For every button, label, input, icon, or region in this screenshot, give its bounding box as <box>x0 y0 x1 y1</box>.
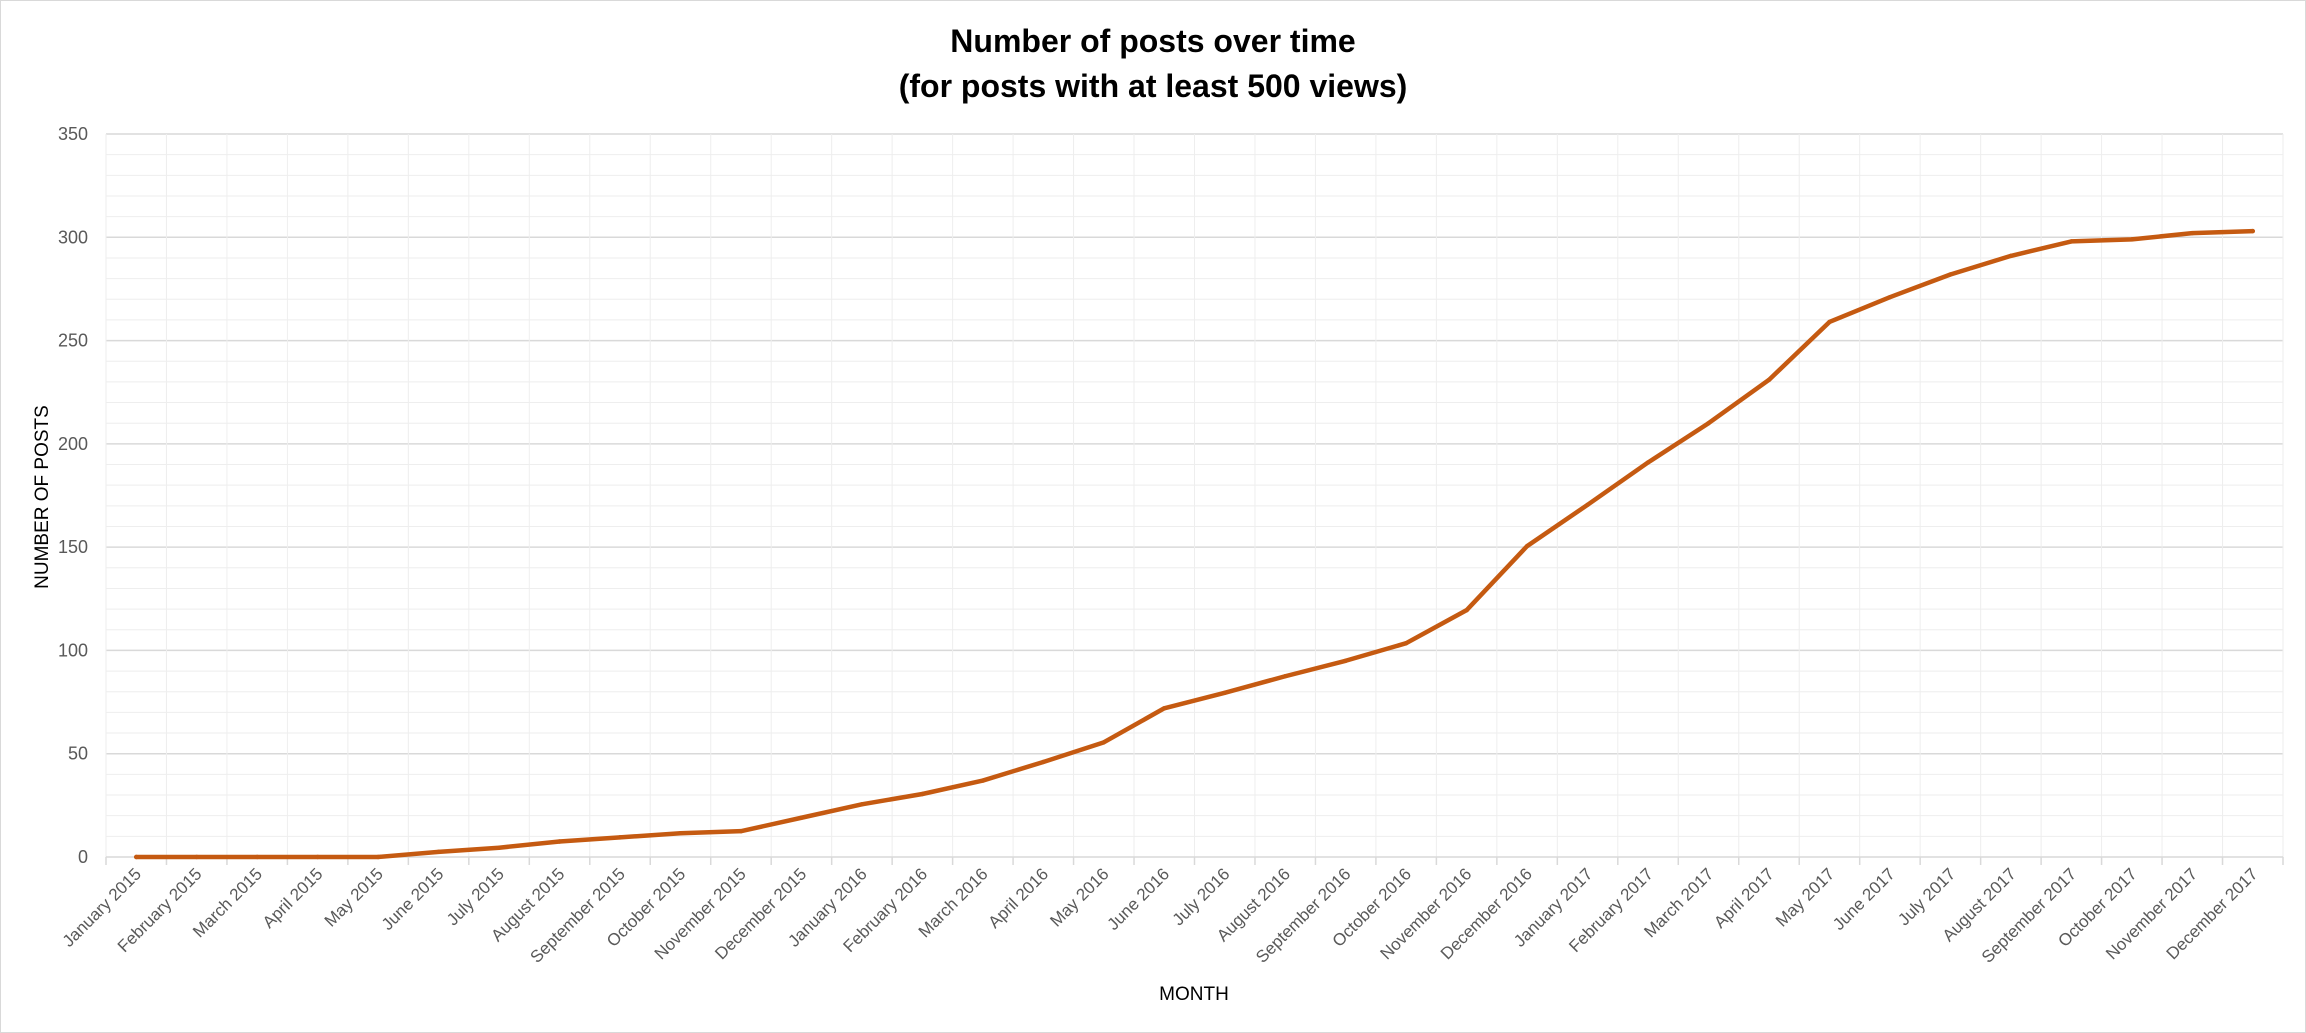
y-tick-label: 350 <box>58 124 88 144</box>
data-point <box>497 846 501 850</box>
data-point <box>678 831 682 835</box>
y-tick-label: 50 <box>68 744 88 764</box>
data-point <box>1767 378 1771 382</box>
data-point <box>376 855 380 859</box>
data-point <box>2251 229 2255 233</box>
data-point <box>1102 740 1106 744</box>
data-point <box>1585 503 1589 507</box>
data-point <box>255 855 259 859</box>
data-point <box>1888 295 1892 299</box>
y-tick-label: 300 <box>58 227 88 247</box>
y-tick-label: 150 <box>58 537 88 557</box>
x-tick-label: June 2017 <box>1829 864 1899 934</box>
y-tick-label: 200 <box>58 434 88 454</box>
data-point <box>557 839 561 843</box>
data-point <box>1041 760 1045 764</box>
data-point <box>1948 272 1952 276</box>
x-tick-label: June 2016 <box>1104 864 1174 934</box>
data-point <box>981 778 985 782</box>
chart-title-line-2: (for posts with at least 500 views) <box>899 68 1408 104</box>
x-tick-label: June 2015 <box>378 864 448 934</box>
data-point <box>1706 421 1710 425</box>
data-point <box>920 792 924 796</box>
chart-title-line-1: Number of posts over time <box>950 23 1355 59</box>
data-point <box>1646 460 1650 464</box>
data-point <box>2130 237 2134 241</box>
y-tick-label: 100 <box>58 640 88 660</box>
x-axis-tick-marks <box>106 857 2283 865</box>
data-point <box>195 855 199 859</box>
x-tick-label: April 2015 <box>259 864 327 932</box>
data-point <box>436 850 440 854</box>
data-point <box>315 855 319 859</box>
data-point <box>1525 544 1529 548</box>
data-point <box>799 816 803 820</box>
x-tick-label: July 2015 <box>443 864 508 929</box>
data-point <box>739 829 743 833</box>
y-tick-label: 0 <box>78 847 88 867</box>
data-point <box>1223 691 1227 695</box>
x-tick-label: July 2017 <box>1894 864 1959 929</box>
data-point <box>1827 320 1831 324</box>
data-point <box>134 855 138 859</box>
x-tick-label: April 2016 <box>985 864 1053 932</box>
data-point <box>1162 706 1166 710</box>
data-point <box>2009 254 2013 258</box>
data-point <box>2069 239 2073 243</box>
y-tick-label: 250 <box>58 331 88 351</box>
x-tick-label: April 2017 <box>1710 864 1778 932</box>
data-point <box>2190 231 2194 235</box>
data-point <box>1464 608 1468 612</box>
x-axis-title: MONTH <box>1159 984 1229 1005</box>
x-tick-label: July 2016 <box>1169 864 1234 929</box>
data-point <box>1404 641 1408 645</box>
data-point <box>1283 674 1287 678</box>
y-axis-tick-labels: 0 50 100 150 200 250 300 350 <box>58 124 88 867</box>
vertical-gridlines <box>106 134 2283 857</box>
data-point <box>618 835 622 839</box>
data-point <box>860 802 864 806</box>
y-axis-title: NUMBER OF POSTS <box>32 405 53 589</box>
data-point <box>1343 659 1347 663</box>
